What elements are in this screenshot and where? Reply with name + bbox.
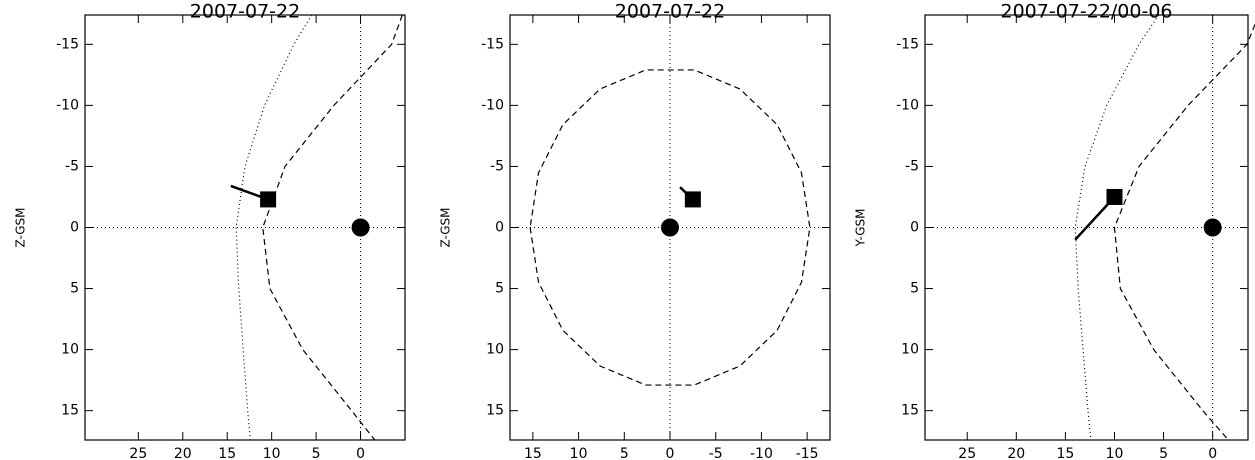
x-tick-label: 15: [524, 446, 542, 460]
chart-title: 2007-07-22/00-06: [1000, 1, 1172, 23]
x-tick-label: 25: [958, 446, 976, 460]
x-tick-label: 20: [1007, 446, 1025, 460]
y-tick-label: 15: [901, 403, 919, 419]
y-tick-label: -5: [65, 158, 79, 174]
spacecraft-marker: [1106, 188, 1123, 205]
curve: [235, 14, 313, 441]
y-tick-label: -15: [56, 36, 79, 52]
x-tick-label: -15: [796, 446, 819, 460]
spacecraft-marker: [684, 191, 701, 208]
y-tick-label: 15: [486, 403, 504, 419]
x-tick-label: 10: [1106, 446, 1124, 460]
y-axis-label: Z-GSM: [14, 207, 28, 247]
x-tick-label: 5: [620, 446, 629, 460]
x-tick-label: 10: [570, 446, 588, 460]
y-tick-label: 15: [61, 403, 79, 419]
curve: [1113, 22, 1255, 441]
x-tick-label: 5: [312, 446, 321, 460]
spacecraft-marker: [260, 191, 277, 208]
x-tick-label: -5: [709, 446, 723, 460]
x-tick-label: 10: [263, 446, 281, 460]
y-tick-label: 10: [486, 342, 504, 358]
y-axis-label: Y-GSM: [854, 209, 868, 248]
y-tick-label: -10: [481, 97, 504, 113]
earth-marker: [351, 218, 370, 237]
y-tick-label: -5: [490, 158, 504, 174]
y-tick-label: -10: [896, 97, 919, 113]
x-tick-label: 0: [1208, 446, 1217, 460]
y-tick-label: -10: [56, 97, 79, 113]
x-tick-label: 15: [1056, 446, 1074, 460]
y-tick-label: -15: [896, 36, 919, 52]
y-tick-label: 10: [61, 342, 79, 358]
x-tick-label: -10: [750, 446, 773, 460]
curve: [529, 69, 811, 386]
y-axis-label: Z-GSM: [439, 207, 453, 247]
y-tick-label: 0: [495, 220, 504, 236]
y-tick-label: -5: [905, 158, 919, 174]
y-tick-label: 10: [901, 342, 919, 358]
y-tick-label: 5: [495, 281, 504, 297]
y-tick-label: 5: [910, 281, 919, 297]
y-tick-label: 5: [70, 281, 79, 297]
y-tick-label: 0: [910, 220, 919, 236]
y-tick-label: -15: [481, 36, 504, 52]
x-tick-label: 25: [129, 446, 147, 460]
earth-marker: [661, 218, 679, 237]
x-tick-label: 0: [666, 446, 675, 460]
y-tick-label: 0: [70, 220, 79, 236]
chart-title: 2007-07-22: [190, 1, 300, 23]
chart-title: 2007-07-22: [615, 1, 725, 23]
x-tick-label: 15: [218, 446, 236, 460]
x-tick-label: 5: [1159, 446, 1168, 460]
earth-marker: [1203, 218, 1222, 237]
x-tick-label: 0: [356, 446, 365, 460]
curve: [262, 14, 403, 441]
x-tick-label: 20: [174, 446, 192, 460]
